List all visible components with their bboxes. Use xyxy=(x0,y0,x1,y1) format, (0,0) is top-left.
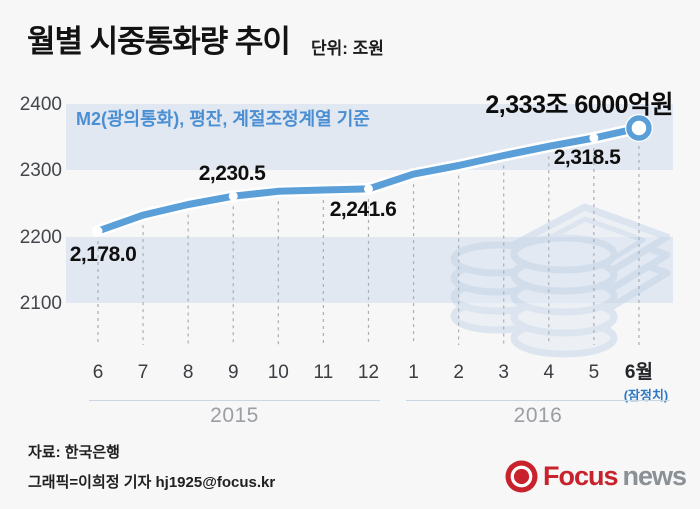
y-tick: 2200 xyxy=(19,227,62,248)
y-tick: 2300 xyxy=(19,160,62,181)
year-group-2016: 2016 xyxy=(406,400,670,434)
x-tick: 7 xyxy=(137,362,149,383)
year-separator-line xyxy=(406,400,670,401)
logo-brand-news: news xyxy=(622,461,687,491)
footer: 자료: 한국은행 그래픽=이희정 기자 hj1925@focus.kr xyxy=(28,441,275,492)
y-tick: 2100 xyxy=(19,293,62,314)
x-tick: 10 xyxy=(267,362,289,383)
data-label: 2,178.0 xyxy=(69,243,137,266)
x-tick: 3 xyxy=(498,362,509,383)
unit-label: 단위: 조원 xyxy=(311,39,384,58)
data-label: 2,318.5 xyxy=(553,146,621,169)
data-label: 2,230.5 xyxy=(198,162,266,185)
x-tick: 5 xyxy=(588,362,600,383)
x-tick: 9 xyxy=(227,362,239,383)
x-tick: 1 xyxy=(408,362,419,383)
year-separator-line xyxy=(89,400,380,401)
x-tick: 6월 xyxy=(624,362,653,383)
focusnews-logo-icon xyxy=(505,460,538,493)
series-note: M2(광의통화), 평잔, 계절조정계열 기준 xyxy=(76,109,370,129)
x-tick: 4 xyxy=(543,362,555,383)
logo-brand-focus: Focus xyxy=(542,461,619,491)
x-tick: 2 xyxy=(453,362,464,383)
credit-text: 그래픽=이희정 기자 hj1925@focus.kr xyxy=(28,474,276,491)
year-label-2015: 2015 xyxy=(210,404,259,427)
x-tick: 11 xyxy=(313,362,334,383)
provisional-note: (잠정치) xyxy=(623,388,669,403)
y-tick: 2400 xyxy=(19,94,62,115)
x-tick: 8 xyxy=(182,362,194,383)
latest-value-label: 2,333조 6000억원 xyxy=(485,91,673,119)
point-marker xyxy=(363,184,373,194)
x-tick: 6 xyxy=(92,362,104,383)
page-title: 월별 시중통화량 추이 xyxy=(27,24,291,59)
year-label-2016: 2016 xyxy=(513,404,563,427)
point-marker xyxy=(228,191,238,201)
x-tick: 12 xyxy=(357,362,380,383)
source-text: 자료: 한국은행 xyxy=(28,444,120,461)
point-marker xyxy=(93,226,103,236)
focusnews-logo: Focus news xyxy=(505,460,687,493)
data-label: 2,241.6 xyxy=(329,198,397,221)
year-group-2015: 2015 xyxy=(89,400,380,434)
